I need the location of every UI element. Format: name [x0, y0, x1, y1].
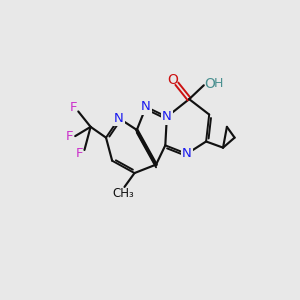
Text: O: O: [168, 73, 178, 87]
Text: F: F: [76, 147, 84, 160]
Text: N: N: [141, 100, 151, 113]
Text: N: N: [162, 110, 172, 123]
Text: H: H: [214, 77, 223, 90]
Text: N: N: [182, 147, 192, 160]
Text: N: N: [114, 112, 124, 125]
Text: F: F: [65, 130, 73, 142]
Text: F: F: [70, 101, 77, 114]
Text: CH₃: CH₃: [113, 187, 135, 200]
Text: O: O: [205, 77, 215, 91]
